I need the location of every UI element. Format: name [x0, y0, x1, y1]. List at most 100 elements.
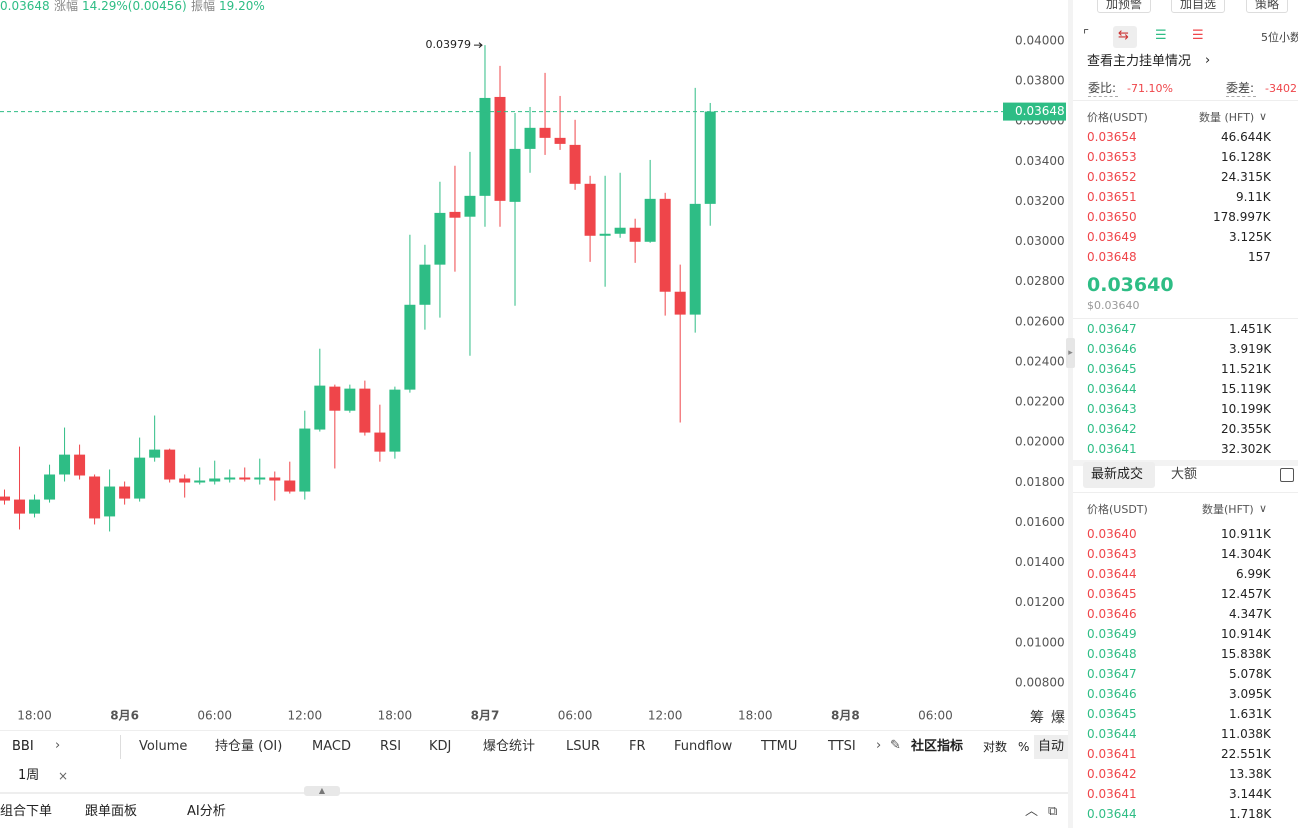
candle-body [479, 97, 491, 196]
indicator-tab[interactable]: 爆仓统计 [483, 739, 536, 754]
trade-qty: 10.914K [1221, 627, 1271, 641]
icon[interactable]: › [55, 738, 61, 753]
trades-tab[interactable]: 最新成交 [1091, 467, 1144, 482]
icon[interactable]: ⌜ [1083, 28, 1090, 43]
candle-body [119, 486, 131, 499]
candle-body [329, 386, 341, 411]
icon[interactable]: ⧉ [1048, 804, 1058, 819]
candle-body [359, 388, 371, 433]
tab-bg [1083, 462, 1155, 488]
community-indicators[interactable]: 社区指标 [911, 739, 964, 754]
bid-price: 0.03641 [1087, 442, 1137, 456]
candle-body [644, 198, 656, 242]
candle-body [389, 389, 401, 452]
decimals[interactable]: 5位小数 [1261, 31, 1298, 44]
dropdown-icon[interactable]: ∨ [1259, 502, 1268, 515]
candle-body [434, 212, 446, 265]
trade-qty: 6.99K [1236, 567, 1271, 581]
candle-body [209, 478, 221, 482]
candle-body [224, 477, 236, 480]
bid-qty: 32.302K [1221, 442, 1271, 456]
trade-price: 0.03645 [1087, 707, 1137, 721]
trade-price: 0.03641 [1087, 787, 1137, 801]
trade-price: 0.03644 [1087, 807, 1137, 821]
candle-body [314, 385, 326, 430]
x-tick-label: 8月7 [471, 709, 500, 723]
auto-scale[interactable]: 自动 [1038, 739, 1065, 754]
last-price-usd: $0.03640 [1087, 299, 1140, 312]
ask-qty: 157 [1248, 250, 1271, 264]
candle-body [344, 388, 356, 411]
panel-button[interactable]: 加自选 [1171, 0, 1226, 13]
icon[interactable]: ⇆ [1118, 28, 1129, 43]
candle-body [404, 304, 416, 390]
x-tick-label: 8月6 [110, 709, 139, 723]
candle-body [299, 428, 311, 492]
percent-scale[interactable]: % [1018, 740, 1030, 754]
interval[interactable]: 1周 [18, 768, 40, 783]
icon[interactable]: ☰ [1155, 28, 1167, 43]
indicator-tab[interactable]: Fundflow [674, 739, 733, 754]
icon[interactable]: › [1205, 53, 1211, 68]
indicator-tab[interactable]: 持仓量 (OI) [215, 739, 283, 754]
ratio: -71.10% [1127, 82, 1173, 95]
y-tick-label: 0.01600 [1015, 515, 1065, 529]
candle-body [239, 477, 251, 480]
trade-price: 0.03645 [1087, 587, 1137, 601]
icon[interactable]: ✎ [890, 738, 901, 753]
axis-extra: 爆 [1051, 710, 1065, 726]
dropdown-icon[interactable]: ∨ [1259, 110, 1268, 123]
bid-price: 0.03643 [1087, 402, 1137, 416]
indicator-tab[interactable]: TTSI [828, 739, 856, 754]
candle-body [554, 137, 566, 144]
main-orders-link[interactable]: 查看主力挂单情况 [1087, 54, 1192, 69]
y-tick-label: 0.01400 [1015, 555, 1065, 569]
x-tick-label: 8月8 [831, 709, 860, 723]
indicator-tab[interactable]: FR [629, 739, 646, 754]
separator [1073, 460, 1298, 466]
bid-qty: 11.521K [1221, 362, 1271, 376]
candle-body [29, 499, 41, 514]
candle-body [599, 233, 611, 236]
y-tick-label: 0.02800 [1015, 274, 1065, 288]
trade-qty: 1.718K [1229, 807, 1272, 821]
candle-body [629, 227, 641, 242]
indicator-tab[interactable]: LSUR [566, 739, 601, 754]
bottom-tab[interactable]: AI分析 [187, 804, 226, 819]
candle-body [614, 227, 626, 234]
candle-body [449, 211, 461, 218]
collapse-button[interactable]: ▸ [1066, 338, 1075, 368]
column-header: 价格(USDT) [1087, 111, 1148, 124]
main-indicator[interactable]: BBI [12, 739, 34, 754]
icon[interactable]: ☰ [1192, 28, 1204, 43]
trade-price: 0.03643 [1087, 547, 1137, 561]
trade-qty: 11.038K [1221, 727, 1271, 741]
separator [1073, 492, 1298, 493]
last-price: 0.03640 [1087, 274, 1174, 296]
trade-price: 0.03646 [1087, 687, 1137, 701]
panel-button[interactable]: 策略 [1246, 0, 1289, 13]
icon[interactable]: ︿ [1025, 804, 1039, 819]
y-tick-label: 0.02000 [1015, 435, 1065, 449]
price-label-bg [1003, 102, 1066, 121]
trade-price: 0.03649 [1087, 627, 1137, 641]
y-tick-label: 0.02400 [1015, 354, 1065, 368]
panel-button[interactable]: 加预警 [1097, 0, 1152, 13]
indicator-tab[interactable]: RSI [380, 739, 402, 754]
indicator-tab[interactable]: Volume [139, 739, 188, 754]
bottom-tab[interactable]: 组合下单 [0, 804, 53, 819]
resize-handle[interactable]: ▲ [304, 786, 340, 796]
indicator-tab[interactable]: MACD [312, 739, 351, 754]
log-scale[interactable]: 对数 [983, 740, 1008, 754]
candle-body [374, 432, 386, 452]
checkbox[interactable] [1280, 468, 1294, 482]
y-tick-label: 0.04000 [1015, 33, 1065, 47]
indicator-tab[interactable]: TTMU [761, 739, 798, 754]
icon[interactable]: › [876, 738, 882, 753]
indicator-tab[interactable]: KDJ [429, 739, 452, 754]
bottom-tab[interactable]: 跟单面板 [85, 804, 138, 819]
trades-tab[interactable]: 大额 [1171, 467, 1198, 482]
close-icon[interactable]: × [58, 769, 69, 783]
trade-price: 0.03640 [1087, 527, 1137, 541]
trade-qty: 15.838K [1221, 647, 1271, 661]
